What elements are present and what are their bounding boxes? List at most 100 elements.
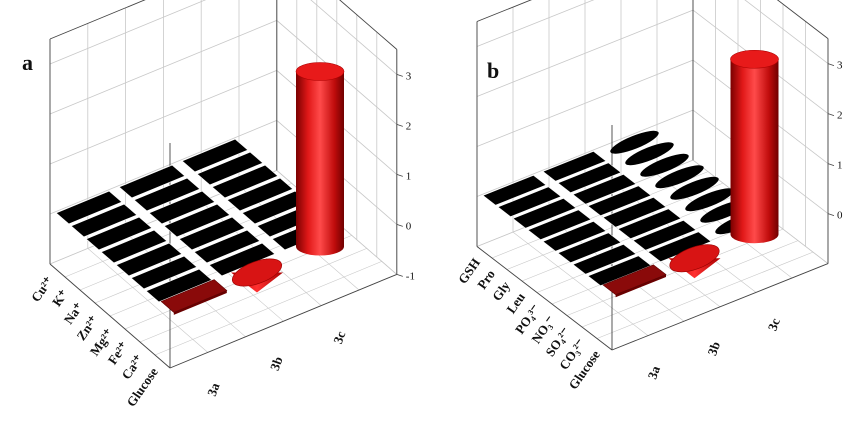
bar-zero (211, 164, 279, 199)
bar-zero (617, 208, 682, 240)
z-tick-label: 3 (837, 60, 843, 72)
bar-zero (602, 196, 667, 228)
bar-zero (145, 268, 213, 303)
bars (482, 49, 779, 298)
bars (55, 62, 345, 315)
y-category-label: 3a (204, 380, 223, 398)
bar-zero (226, 177, 294, 212)
bar-cylinder-top (730, 49, 779, 69)
bar-slab-side (173, 290, 227, 315)
y-axis-labels: 3a 3b 3c (645, 316, 783, 381)
axis-line (49, 263, 171, 369)
bar-zero (130, 255, 198, 290)
y-category-label: 3c (765, 316, 783, 333)
z-tick (396, 124, 403, 127)
axis-line (611, 263, 829, 351)
bar-zero (118, 164, 186, 199)
bar-cone-top (669, 244, 720, 273)
bar-zero (610, 130, 659, 154)
bar-zero (55, 190, 123, 225)
z-tick-label: 3 (406, 70, 412, 82)
bar-zero (685, 188, 734, 212)
z-tick (827, 113, 835, 116)
y-axis-labels: 3a 3b 3c (204, 329, 348, 398)
bar-zero (632, 219, 697, 251)
z-tick (396, 74, 403, 77)
bar-cylinder (730, 59, 779, 244)
bar-zero (542, 220, 607, 252)
bar-zero (655, 165, 704, 189)
z-tick-label: 2 (406, 120, 412, 132)
axis-line (49, 0, 146, 40)
panel-letter: b (487, 58, 499, 83)
panel-a: -10123GlucoseCa²⁺Fe²⁺Mg²⁺Zn²⁺Na⁺K⁺Cu²⁺3a… (22, 0, 415, 409)
bar-zero (497, 186, 562, 218)
bar-zero (181, 138, 249, 173)
axis-line (476, 246, 613, 351)
z-tick-label: 2 (837, 110, 843, 122)
z-tick-label: -1 (406, 270, 415, 282)
bar-zero (572, 173, 637, 205)
z-tick-label: 1 (406, 170, 412, 182)
grid-line (49, 0, 398, 75)
bar-zero (193, 229, 261, 264)
bar-zero (196, 151, 264, 186)
x-category-label: K⁺ (49, 287, 71, 310)
bar-zero (572, 243, 637, 275)
z-tick (827, 163, 835, 166)
bar-zero (670, 176, 719, 200)
bar-zero (85, 216, 153, 251)
axes-frame (476, 0, 829, 351)
bar-zero (625, 142, 674, 166)
z-tick (396, 224, 403, 227)
panel-letter: a (22, 50, 33, 75)
y-category-label: 3a (645, 363, 664, 381)
y-category-label: 3c (330, 329, 348, 346)
bar-zero (587, 185, 652, 217)
bar-zero (70, 203, 138, 238)
bar-zero (557, 232, 622, 264)
bar-zero (640, 153, 689, 177)
bar-zero (148, 190, 216, 225)
bar-slab (160, 279, 228, 313)
axis-line (339, 0, 398, 50)
bar-slab-side (615, 274, 666, 298)
bar-zero (512, 197, 577, 229)
bar-zero (178, 216, 246, 251)
bar-zero (163, 203, 231, 238)
bar-zero (527, 209, 592, 241)
z-axis: -1 0 1 2 3 (396, 70, 415, 282)
panel-b: 0 1 2 3 GlucoseCO₃²⁻SO₄²⁻NO₃⁻PO₄³⁻LeuGlyProG… (455, 0, 843, 392)
bar-zero (133, 177, 201, 212)
y-category-label: 3b (704, 339, 723, 357)
grid-line (512, 231, 649, 336)
z-tick (396, 274, 403, 277)
bar-cone-top (231, 258, 283, 287)
axis-line (476, 0, 532, 22)
bar-cylinder-top (295, 62, 345, 81)
bar-zero (115, 242, 183, 277)
z-tick-label: 0 (406, 220, 412, 232)
z-tick (827, 213, 835, 216)
grid-line (476, 0, 829, 64)
bar-slab (602, 264, 667, 296)
grid-line (49, 19, 398, 125)
y-category-label: 3b (267, 354, 286, 372)
bar-zero (557, 162, 622, 194)
z-tick-label: 0 (837, 210, 843, 222)
bar-zero (482, 174, 547, 206)
bar-zero (542, 150, 607, 182)
axis-line (169, 273, 397, 369)
z-tick (396, 174, 403, 177)
grid-line (87, 248, 208, 353)
z-tick-label: 1 (837, 160, 843, 172)
bar-cylinder (296, 71, 344, 256)
axis-line (776, 0, 829, 39)
bar-zero (100, 229, 168, 264)
bar-zero (241, 190, 309, 225)
z-axis: 0 1 2 3 (827, 60, 843, 222)
z-tick (827, 63, 835, 66)
